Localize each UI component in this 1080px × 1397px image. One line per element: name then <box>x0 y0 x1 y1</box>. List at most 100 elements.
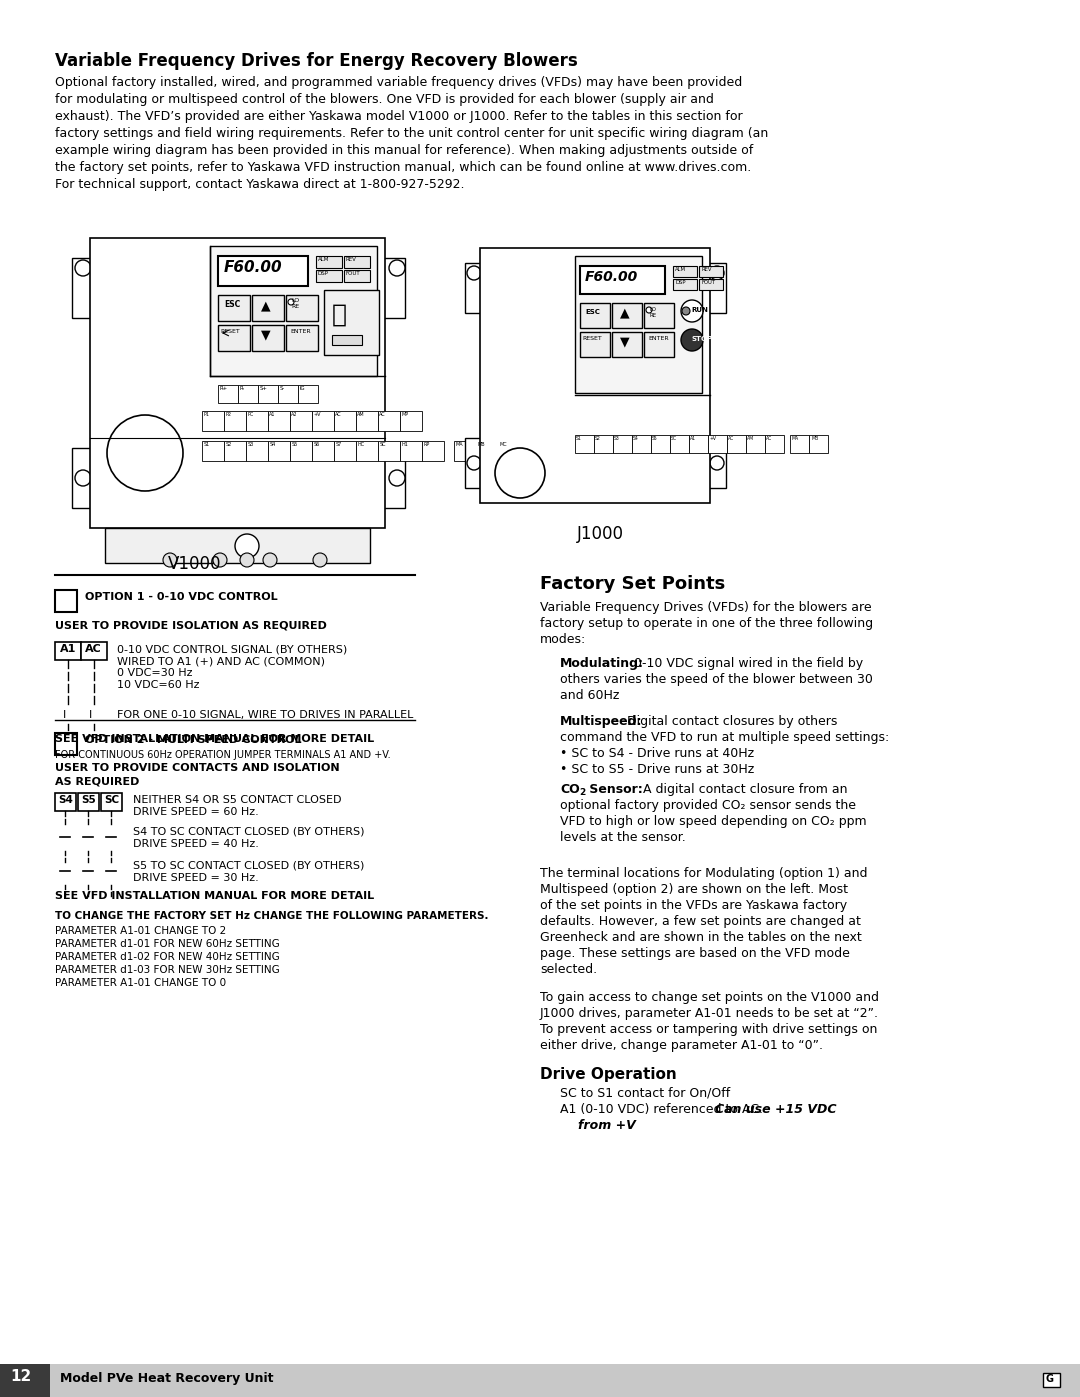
Bar <box>291 411 312 432</box>
Circle shape <box>75 469 91 486</box>
Bar <box>334 441 356 461</box>
Text: S7: S7 <box>336 441 342 447</box>
Bar <box>55 590 77 612</box>
Text: A1: A1 <box>690 436 697 441</box>
Text: S1: S1 <box>204 441 211 447</box>
Text: example wiring diagram has been provided in this manual for reference). When mak: example wiring diagram has been provided… <box>55 144 753 156</box>
Bar <box>218 386 238 402</box>
Circle shape <box>467 455 481 469</box>
Text: ▲: ▲ <box>261 299 271 312</box>
Text: S2: S2 <box>226 441 232 447</box>
Bar <box>632 434 651 453</box>
Circle shape <box>288 299 294 305</box>
Text: S6: S6 <box>314 441 321 447</box>
Text: S4: S4 <box>633 436 638 441</box>
Text: SC: SC <box>671 436 677 441</box>
Circle shape <box>710 265 724 279</box>
Bar <box>580 265 665 293</box>
Bar <box>78 793 99 812</box>
Circle shape <box>240 553 254 567</box>
Text: PC: PC <box>247 412 253 416</box>
Text: SC: SC <box>380 441 387 447</box>
Text: MB: MB <box>478 441 486 447</box>
Circle shape <box>313 553 327 567</box>
Bar <box>334 411 356 432</box>
Bar <box>55 793 76 812</box>
Text: ▼: ▼ <box>620 335 630 348</box>
Text: RESET: RESET <box>220 330 240 334</box>
Circle shape <box>495 448 545 497</box>
Text: PARAMETER A1-01 CHANGE TO 2: PARAMETER A1-01 CHANGE TO 2 <box>55 926 226 936</box>
Bar <box>81 643 107 659</box>
Text: SEE VFD INSTALLATION MANUAL FOR MORE DETAIL: SEE VFD INSTALLATION MANUAL FOR MORE DET… <box>55 733 374 745</box>
Circle shape <box>710 455 724 469</box>
Text: OPTION 1 - 0-10 VDC CONTROL: OPTION 1 - 0-10 VDC CONTROL <box>85 592 278 602</box>
Text: DRIVE SPEED = 30 Hz.: DRIVE SPEED = 30 Hz. <box>133 873 259 883</box>
Bar <box>454 441 476 461</box>
Text: MA: MA <box>456 441 463 447</box>
Text: optional factory provided CO₂ sensor sends the: optional factory provided CO₂ sensor sen… <box>561 799 856 812</box>
Bar <box>400 411 422 432</box>
Text: Variable Frequency Drives for Energy Recovery Blowers: Variable Frequency Drives for Energy Rec… <box>55 52 578 70</box>
Text: S4: S4 <box>58 795 72 805</box>
Bar <box>356 411 378 432</box>
Text: +V: +V <box>708 436 716 441</box>
Bar <box>238 386 258 402</box>
Text: AM: AM <box>357 412 365 416</box>
Text: H1: H1 <box>402 441 409 447</box>
Bar <box>673 279 697 291</box>
Bar <box>465 439 483 488</box>
Bar <box>278 386 298 402</box>
Text: SC: SC <box>104 795 119 805</box>
Circle shape <box>467 265 481 279</box>
Text: Can use +15 VDC: Can use +15 VDC <box>715 1104 837 1116</box>
Text: factory setup to operate in one of the three following: factory setup to operate in one of the t… <box>540 617 873 630</box>
Text: DSP: DSP <box>675 279 686 285</box>
Text: SC to S1 contact for On/Off: SC to S1 contact for On/Off <box>561 1087 730 1099</box>
Text: Modulating:: Modulating: <box>561 657 644 671</box>
Text: • SC to S5 - Drive runs at 30Hz: • SC to S5 - Drive runs at 30Hz <box>561 763 754 775</box>
Bar <box>689 434 708 453</box>
Text: the factory set points, refer to Yaskawa VFD instruction manual, which can be fo: the factory set points, refer to Yaskawa… <box>55 161 752 175</box>
Bar <box>258 386 278 402</box>
Bar <box>651 434 670 453</box>
Text: defaults. However, a few set points are changed at: defaults. However, a few set points are … <box>540 915 861 928</box>
Text: Factory Set Points: Factory Set Points <box>540 576 726 592</box>
Text: PARAMETER d1-02 FOR NEW 40Hz SETTING: PARAMETER d1-02 FOR NEW 40Hz SETTING <box>55 951 280 963</box>
Bar <box>312 441 334 461</box>
Circle shape <box>133 534 157 557</box>
Circle shape <box>235 534 259 557</box>
Text: A2: A2 <box>291 412 297 416</box>
Bar <box>575 434 594 453</box>
Bar <box>202 411 224 432</box>
Bar <box>0 1363 50 1397</box>
Bar <box>400 441 422 461</box>
Circle shape <box>75 260 91 277</box>
Bar <box>670 434 689 453</box>
Text: 10 VDC=60 Hz: 10 VDC=60 Hz <box>117 680 200 690</box>
Bar <box>465 263 483 313</box>
Text: factory settings and field wiring requirements. Refer to the unit control center: factory settings and field wiring requir… <box>55 127 768 140</box>
Text: A1 (0-10 VDC) referenced to AC.: A1 (0-10 VDC) referenced to AC. <box>561 1104 767 1116</box>
Bar <box>55 733 77 754</box>
Circle shape <box>107 415 183 490</box>
Circle shape <box>163 553 177 567</box>
Text: from +V: from +V <box>578 1119 636 1132</box>
Text: PARAMETER A1-01 CHANGE TO 0: PARAMETER A1-01 CHANGE TO 0 <box>55 978 226 988</box>
Text: for modulating or multispeed control of the blowers. One VFD is provided for eac: for modulating or multispeed control of … <box>55 94 714 106</box>
Text: ESC: ESC <box>585 309 599 314</box>
Text: Digital contact closures by others: Digital contact closures by others <box>623 715 837 728</box>
Text: ▼: ▼ <box>261 328 271 341</box>
Text: F60.00: F60.00 <box>585 270 638 284</box>
Bar <box>673 265 697 277</box>
Text: MC: MC <box>500 441 508 447</box>
Text: exhaust). The VFD’s provided are either Yaskawa model V1000 or J1000. Refer to t: exhaust). The VFD’s provided are either … <box>55 110 743 123</box>
Text: command the VFD to run at multiple speed settings:: command the VFD to run at multiple speed… <box>561 731 889 745</box>
Bar <box>1043 1373 1059 1387</box>
Bar <box>580 332 610 358</box>
Bar <box>210 246 377 376</box>
Bar <box>72 448 94 509</box>
Bar <box>378 441 400 461</box>
Text: selected.: selected. <box>540 963 597 977</box>
Bar <box>699 279 723 291</box>
